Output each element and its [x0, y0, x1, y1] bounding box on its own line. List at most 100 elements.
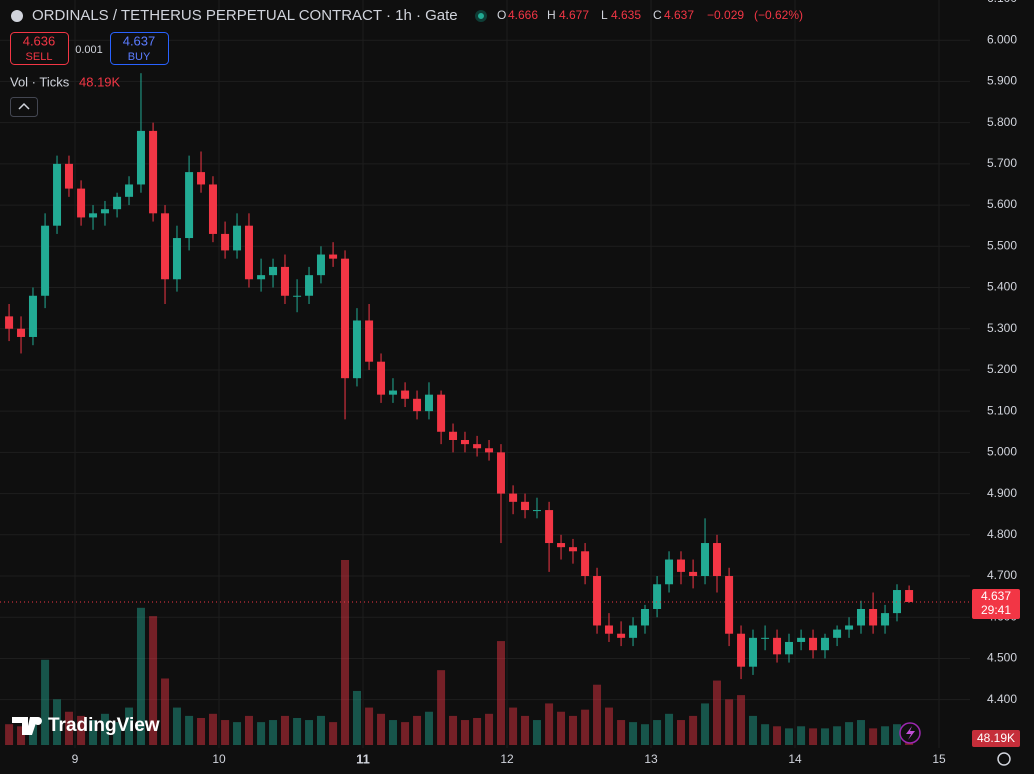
- volume-pane: [5, 560, 914, 745]
- volume-bar: [172, 707, 181, 745]
- volume-bar: [424, 711, 433, 745]
- volume-bar: [545, 703, 554, 745]
- candle-body: [856, 608, 865, 626]
- y-tick-label: 4.500: [987, 651, 1017, 665]
- candle-body: [568, 547, 577, 552]
- candle-body: [41, 225, 50, 296]
- volume-bar: [581, 709, 590, 745]
- candle-body: [545, 510, 554, 544]
- lightning: [906, 726, 915, 740]
- volume-bar: [149, 616, 158, 745]
- candle-body: [581, 551, 590, 577]
- volume-last-box: [972, 730, 1020, 747]
- candle-body: [557, 543, 566, 548]
- sell-button[interactable]: [10, 32, 69, 65]
- volume-bar: [5, 724, 14, 745]
- collapse-button[interactable]: [10, 97, 38, 117]
- volume-bar: [233, 722, 242, 745]
- volume-bar: [737, 695, 746, 745]
- volume-bar: [473, 717, 482, 745]
- volume-bar: [269, 720, 278, 745]
- volume-bar: [221, 720, 230, 745]
- candle-body: [725, 576, 734, 634]
- volume-bar: [820, 728, 829, 745]
- volume-bar: [125, 707, 134, 745]
- candle-body: [233, 225, 242, 251]
- candle-body: [17, 328, 26, 337]
- volume-bar: [257, 722, 266, 745]
- candle-body: [89, 213, 98, 218]
- volume-bar: [17, 726, 26, 745]
- candle-body: [797, 637, 806, 642]
- volume-bar: [41, 659, 50, 745]
- buy-button[interactable]: [110, 32, 169, 65]
- volume-bar: [509, 707, 518, 745]
- spread: 0.001: [75, 44, 103, 56]
- volume-bar: [113, 722, 122, 745]
- candle-body: [329, 254, 338, 259]
- y-tick-label: 5.300: [987, 321, 1017, 335]
- candle-body: [424, 394, 433, 412]
- settings-icon[interactable]: [997, 752, 1011, 766]
- candle-body: [485, 448, 494, 453]
- volume-bar: [557, 711, 566, 745]
- volume-bar: [100, 713, 109, 745]
- candle-body: [748, 637, 757, 667]
- candle-body: [881, 613, 890, 626]
- y-tick-label: 4.400: [987, 692, 1017, 706]
- ohlc-label: O: [497, 8, 506, 22]
- x-tick-label: 15: [932, 752, 946, 766]
- volume-bar: [892, 724, 901, 745]
- volume-bar: [689, 715, 698, 745]
- volume-bar: [460, 720, 469, 745]
- x-tick-label: 13: [644, 752, 658, 766]
- volume-bar: [568, 715, 577, 745]
- candle-body: [784, 641, 793, 655]
- volume-bar: [833, 726, 842, 745]
- overlay: ORDINALS / TETHERUS PERPETUAL CONTRACT ·…: [0, 7, 1020, 766]
- candle-body: [208, 184, 217, 234]
- candle-body: [737, 633, 746, 667]
- candle-body: [460, 440, 469, 445]
- volume-bar: [89, 720, 98, 745]
- candle-body: [185, 172, 194, 239]
- volume-bar: [437, 670, 446, 745]
- volume-bar: [845, 722, 854, 745]
- sell-label: SELL: [26, 51, 53, 63]
- volume-bar: [593, 684, 602, 745]
- candle-body: [352, 320, 361, 379]
- volume-bar: [676, 720, 685, 745]
- volume-bar: [293, 717, 302, 745]
- y-tick-label: 4.800: [987, 527, 1017, 541]
- buy-price: 4.637: [123, 33, 156, 48]
- volume-bar: [532, 720, 541, 745]
- volume-last-label: 48.19K: [977, 731, 1015, 745]
- candle-body: [64, 163, 73, 189]
- volume-bar: [365, 707, 374, 745]
- volume-bar: [604, 707, 613, 745]
- volume-bar: [784, 728, 793, 745]
- candle-body: [125, 184, 134, 197]
- candle-body: [845, 625, 854, 630]
- volume-bar: [712, 680, 721, 745]
- candle-body: [689, 571, 698, 577]
- sell-price: 4.636: [23, 33, 56, 48]
- y-tick-label: 5.700: [987, 156, 1017, 170]
- candle-body: [833, 629, 842, 638]
- candle-body: [532, 510, 541, 512]
- change-pct: (−0.62%): [754, 8, 803, 22]
- y-tick-label: 5.500: [987, 238, 1017, 252]
- volume-bar: [809, 728, 818, 745]
- candle-body: [136, 130, 145, 185]
- candle-body: [676, 559, 685, 572]
- volume-bar: [725, 699, 734, 745]
- chart-title: ORDINALS / TETHERUS PERPETUAL CONTRACT ·…: [32, 7, 458, 24]
- candle-body: [761, 637, 770, 639]
- candle-body: [377, 361, 386, 395]
- ohlc-label: L: [601, 8, 608, 22]
- grid: 4.4004.5004.6004.7004.8004.9005.0005.100…: [0, 0, 1017, 766]
- volume-bar: [629, 722, 638, 745]
- candle-body: [293, 295, 302, 297]
- volume-bar: [761, 724, 770, 745]
